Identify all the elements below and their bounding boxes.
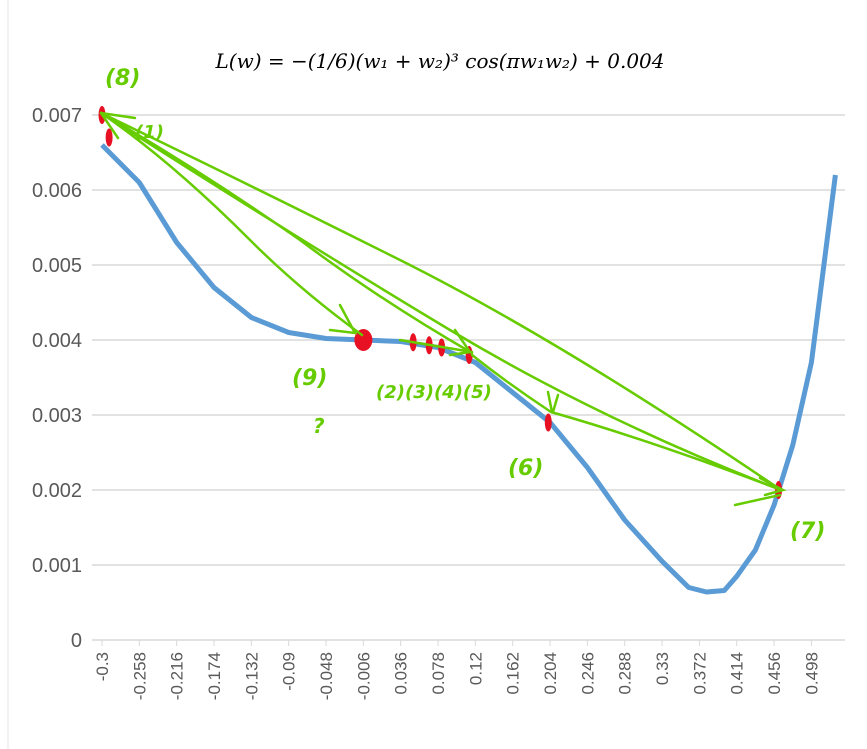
annotation-labels: (8) (1) (9) ? (2)(3)(4)(5) (6) (7)	[105, 66, 825, 544]
arrowhead-9	[328, 303, 358, 335]
x-tick-label: 0.33	[653, 652, 672, 685]
x-tick-label: -0.216	[168, 652, 187, 700]
x-tick-label: 0.162	[504, 652, 523, 695]
label-step-8: (8)	[105, 66, 140, 91]
y-axis-ticks: 0 0.001 0.002 0.003 0.004 0.005 0.006 0.007	[32, 105, 82, 652]
arrowhead-7	[733, 476, 787, 507]
x-tick-label: 0.078	[429, 652, 448, 695]
series-line-L	[100, 143, 838, 595]
arrow-path-2	[99, 111, 474, 355]
iterate-marker	[354, 329, 373, 351]
x-tick-label: -0.006	[354, 652, 373, 700]
arrowhead-6	[546, 390, 560, 414]
x-tick-label: -0.09	[280, 652, 299, 691]
y-tick-label: 0.004	[32, 330, 82, 352]
x-axis-ticks: -0.3 -0.258 -0.216 -0.174 -0.132 -0.09 -0.048-…	[93, 640, 821, 700]
y-tick-label: 0.007	[32, 105, 82, 127]
label-question: ?	[313, 414, 325, 438]
x-tick-label: 0.372	[690, 652, 709, 695]
label-steps-2-5: (2)(3)(4)(5)	[376, 382, 492, 403]
x-tick-label: -0.174	[205, 652, 224, 700]
x-tick-label: 0.456	[765, 652, 784, 695]
x-tick-label: 0.12	[466, 652, 485, 685]
arrowhead-8	[99, 111, 137, 140]
arrow-8-to-9	[99, 111, 364, 337]
label-step-7: (7)	[790, 519, 825, 544]
arrow-7-to-8	[99, 111, 783, 492]
chart-title: L(w) = −(1/6)(w₁ + w₂)³ cos(πw₁w₂) + 0.0…	[214, 49, 664, 73]
x-tick-label: 0.288	[616, 652, 635, 695]
handwritten-arrows	[99, 111, 787, 507]
gridlines	[92, 114, 845, 641]
x-tick-label: 0.498	[802, 652, 821, 695]
x-tick-label: 0.036	[392, 652, 411, 695]
x-tick-label: -0.132	[242, 652, 261, 700]
label-step-6: (6)	[508, 456, 543, 481]
y-tick-label: 0.006	[32, 180, 82, 202]
x-tick-label: 0.246	[578, 652, 597, 695]
y-tick-label: 0.002	[32, 480, 82, 502]
x-tick-label: -0.048	[317, 652, 336, 700]
iterate-marker	[544, 413, 552, 432]
y-tick-label: 0.001	[32, 555, 82, 577]
arrow-steps-2-5	[398, 328, 474, 357]
y-tick-label: 0	[71, 630, 82, 652]
data-points	[98, 106, 783, 499]
arrow-8-to-7	[99, 111, 783, 492]
x-tick-label: 0.204	[541, 652, 560, 695]
label-step-1: (1)	[135, 122, 164, 143]
arrow-5-6-7	[470, 353, 783, 492]
y-tick-label: 0.005	[32, 255, 82, 277]
iterate-marker	[105, 128, 113, 147]
label-step-9: (9)	[292, 366, 327, 391]
x-tick-label: 0.414	[728, 652, 747, 695]
x-tick-label: -0.258	[130, 652, 149, 700]
y-tick-label: 0.003	[32, 405, 82, 427]
x-tick-label: -0.3	[93, 652, 112, 681]
